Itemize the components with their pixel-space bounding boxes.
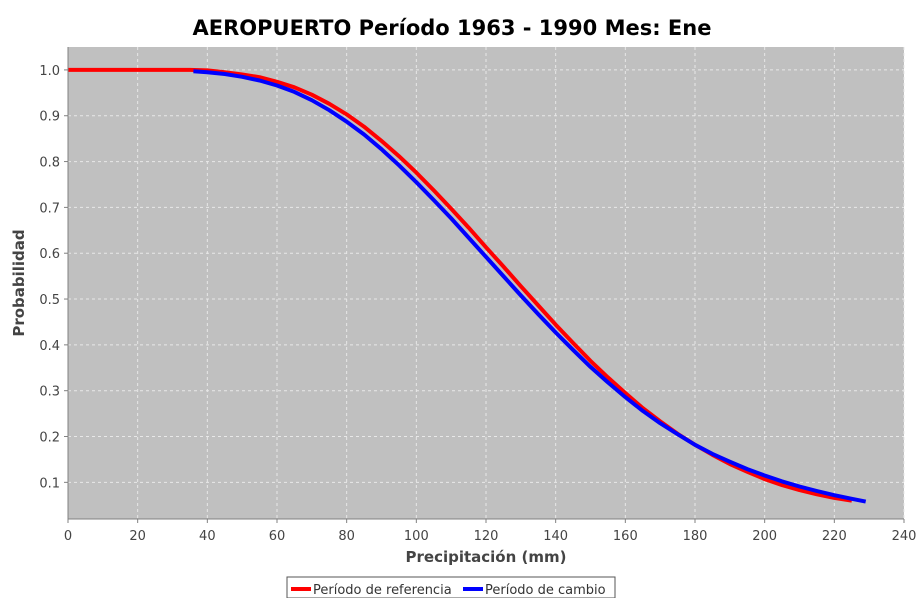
x-ticks: 0 20 40 60 80 100 120 140 160 180 200 220 240 bbox=[64, 519, 916, 544]
y-tick-label: 0.2 bbox=[39, 431, 60, 446]
legend: Período de referencia Período de cambio bbox=[286, 576, 616, 598]
x-tick-label: 20 bbox=[129, 529, 146, 544]
chart-title: AEROPUERTO Período 1963 - 1990 Mes: Ene bbox=[193, 16, 712, 40]
y-tick-label: 0.3 bbox=[39, 385, 60, 400]
legend-box bbox=[286, 576, 616, 598]
y-ticks: 0.1 0.2 0.3 0.4 0.5 0.6 0.7 0.8 0.9 1.0 bbox=[39, 64, 68, 491]
y-tick-label: 0.4 bbox=[39, 339, 60, 354]
y-tick-label: 0.1 bbox=[39, 476, 60, 491]
legend-label-reference: Período de referencia bbox=[313, 583, 452, 598]
x-tick-label: 200 bbox=[752, 529, 777, 544]
y-tick-label: 0.7 bbox=[39, 201, 60, 216]
x-tick-label: 80 bbox=[338, 529, 355, 544]
x-tick-label: 120 bbox=[474, 529, 499, 544]
x-tick-label: 220 bbox=[822, 529, 847, 544]
x-tick-label: 0 bbox=[64, 529, 72, 544]
x-tick-label: 100 bbox=[404, 529, 429, 544]
y-tick-label: 0.9 bbox=[39, 110, 60, 125]
grid-lines bbox=[68, 47, 905, 519]
series-layer bbox=[68, 67, 867, 504]
y-tick-label: 1.0 bbox=[39, 64, 60, 79]
y-axis-label: Probabilidad bbox=[10, 229, 28, 336]
x-tick-label: 40 bbox=[199, 529, 216, 544]
series-line-change bbox=[193, 69, 867, 504]
legend-label-change: Período de cambio bbox=[485, 583, 606, 598]
y-tick-label: 0.8 bbox=[39, 156, 60, 171]
y-tick-label: 0.5 bbox=[39, 293, 60, 308]
series-line-reference bbox=[68, 67, 853, 503]
y-tick-label: 0.6 bbox=[39, 247, 60, 262]
x-tick-label: 140 bbox=[543, 529, 568, 544]
x-axis-label: Precipitación (mm) bbox=[406, 548, 567, 566]
x-tick-label: 60 bbox=[269, 529, 286, 544]
x-tick-label: 240 bbox=[892, 529, 916, 544]
x-tick-label: 160 bbox=[613, 529, 638, 544]
x-tick-label: 180 bbox=[683, 529, 708, 544]
